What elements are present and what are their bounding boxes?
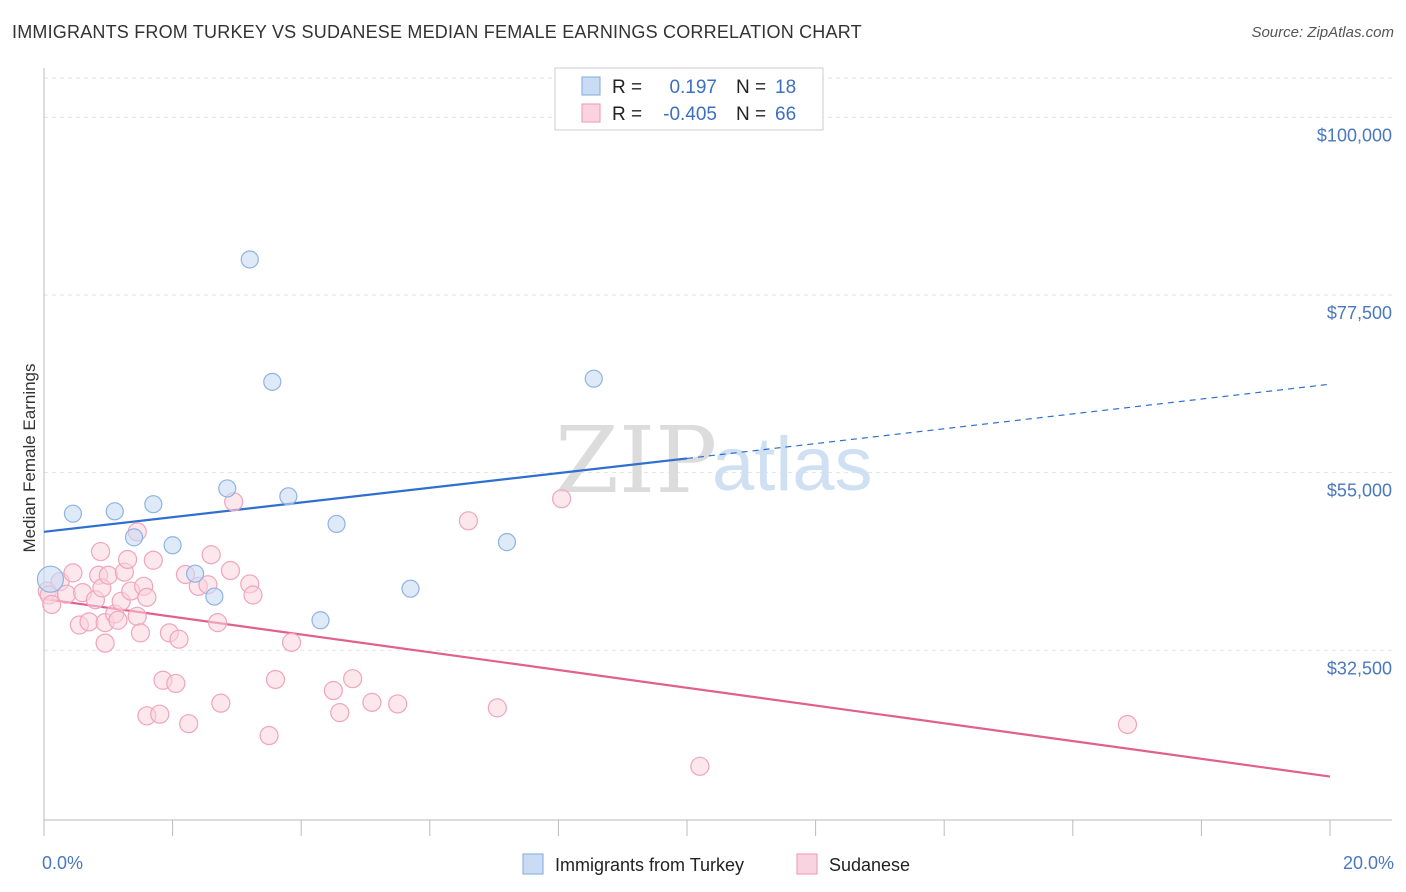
trend-line-sudanese bbox=[43, 597, 1331, 778]
data-point-sudanese bbox=[127, 606, 147, 626]
x-tick-labels: 0.0% 20.0% bbox=[42, 853, 1394, 873]
legend-n-label-turkey: N = bbox=[736, 77, 766, 98]
data-point-turkey bbox=[63, 504, 83, 523]
legend-swatch-sudanese bbox=[581, 103, 601, 123]
legend-n-value-turkey: 18 bbox=[775, 77, 796, 98]
legend-r-value-sudanese: -0.405 bbox=[663, 104, 717, 125]
y-tick-label: $55,000 bbox=[1327, 481, 1392, 501]
y-tick-label: $77,500 bbox=[1327, 303, 1392, 323]
data-point-sudanese bbox=[388, 694, 408, 714]
legend-box: R = 0.197 N = 18 R = -0.405 N = 66 bbox=[554, 67, 824, 131]
x-tick-label: 0.0% bbox=[42, 853, 83, 873]
data-point-turkey bbox=[205, 587, 224, 606]
data-point-sudanese bbox=[330, 703, 350, 723]
bottom-legend-label-sudanese: Sudanese bbox=[829, 855, 910, 875]
y-tick-label: $32,500 bbox=[1327, 658, 1392, 678]
watermark-zip: ZIP bbox=[555, 407, 717, 514]
data-point-turkey bbox=[497, 533, 517, 552]
data-point-sudanese bbox=[220, 560, 241, 581]
bottom-legend-swatch-sudanese bbox=[796, 853, 818, 875]
data-point-sudanese bbox=[179, 714, 199, 734]
data-point-turkey bbox=[279, 487, 298, 506]
data-point-sudanese bbox=[343, 669, 363, 689]
chart-title: IMMIGRANTS FROM TURKEY VS SUDANESE MEDIA… bbox=[12, 22, 862, 42]
data-point-sudanese bbox=[259, 725, 279, 746]
data-point-sudanese bbox=[169, 629, 189, 649]
trend-lines bbox=[43, 383, 1331, 778]
data-point-sudanese bbox=[323, 680, 343, 701]
bottom-legend-swatch-turkey bbox=[522, 853, 544, 875]
data-point-sudanese bbox=[211, 693, 231, 713]
data-point-turkey bbox=[584, 369, 603, 388]
data-point-turkey bbox=[36, 565, 65, 593]
data-point-sudanese bbox=[265, 669, 286, 690]
data-point-turkey bbox=[163, 536, 182, 555]
data-point-turkey bbox=[218, 479, 237, 498]
data-point-sudanese bbox=[95, 633, 115, 653]
data-point-turkey bbox=[311, 611, 330, 630]
legend-swatch-turkey bbox=[581, 76, 601, 96]
legend-n-value-sudanese: 66 bbox=[775, 104, 796, 125]
data-point-sudanese bbox=[42, 594, 62, 615]
data-point-turkey bbox=[105, 502, 124, 521]
legend-r-value-turkey: 0.197 bbox=[669, 77, 717, 98]
bottom-legend: Immigrants from Turkey Sudanese bbox=[522, 853, 910, 875]
legend-r-label-turkey: R = bbox=[612, 77, 642, 98]
legend-r-label-sudanese: R = bbox=[612, 104, 642, 125]
data-point-turkey bbox=[124, 528, 144, 547]
legend-n-label-sudanese: N = bbox=[736, 104, 766, 125]
data-point-sudanese bbox=[150, 704, 170, 724]
data-point-turkey bbox=[401, 579, 420, 598]
data-point-sudanese bbox=[458, 511, 478, 531]
data-point-turkey bbox=[186, 564, 205, 583]
data-point-sudanese bbox=[63, 563, 83, 583]
watermark-atlas: atlas bbox=[712, 422, 873, 507]
trend-line-turkey bbox=[43, 457, 688, 533]
data-point-sudanese bbox=[487, 698, 507, 718]
data-point-sudanese bbox=[143, 550, 163, 570]
data-point-sudanese bbox=[1117, 714, 1138, 735]
axes bbox=[43, 68, 1392, 836]
data-point-sudanese bbox=[130, 623, 151, 643]
data-point-sudanese bbox=[166, 673, 186, 694]
bottom-legend-label-turkey: Immigrants from Turkey bbox=[555, 855, 744, 875]
y-axis-label: Median Female Earnings bbox=[20, 364, 39, 553]
grid-lines bbox=[44, 77, 1392, 651]
y-tick-labels: $32,500 $55,000 $77,500 $100,000 bbox=[1317, 125, 1392, 678]
data-points bbox=[36, 250, 1138, 776]
data-point-sudanese bbox=[117, 549, 138, 570]
data-point-turkey bbox=[144, 495, 163, 514]
data-point-sudanese bbox=[98, 565, 118, 585]
trend-line-turkey-extension bbox=[686, 383, 1331, 460]
data-point-turkey bbox=[327, 514, 346, 534]
data-point-sudanese bbox=[79, 612, 99, 632]
data-point-turkey bbox=[263, 372, 282, 391]
data-point-sudanese bbox=[362, 692, 382, 712]
data-point-sudanese bbox=[243, 585, 263, 605]
chart-source: Source: ZipAtlas.com bbox=[1251, 24, 1394, 41]
data-point-sudanese bbox=[281, 632, 302, 652]
watermark: ZIP atlas bbox=[555, 407, 873, 514]
data-point-sudanese bbox=[690, 756, 710, 776]
x-tick-label: 20.0% bbox=[1343, 853, 1394, 873]
y-tick-label: $100,000 bbox=[1317, 125, 1392, 145]
data-point-sudanese bbox=[201, 545, 221, 565]
data-point-sudanese bbox=[90, 541, 111, 562]
data-point-sudanese bbox=[137, 587, 157, 607]
data-point-turkey bbox=[240, 250, 259, 269]
data-point-sudanese bbox=[552, 489, 572, 509]
data-point-sudanese bbox=[208, 613, 228, 633]
data-point-sudanese bbox=[108, 610, 128, 630]
